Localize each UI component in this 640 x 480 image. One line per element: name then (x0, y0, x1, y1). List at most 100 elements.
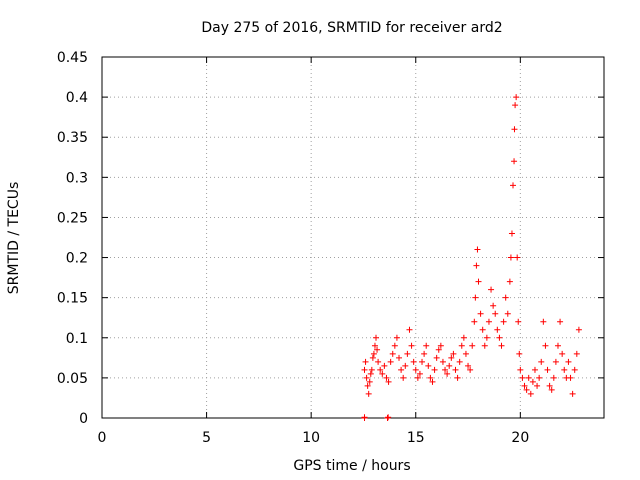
data-point-56 (465, 362, 472, 369)
data-point-22 (393, 334, 400, 341)
data-point-60 (472, 294, 479, 301)
data-point-67 (483, 334, 490, 341)
data-point-35 (421, 350, 428, 357)
data-point-9 (370, 350, 377, 357)
data-point-31 (412, 366, 419, 373)
data-point-5 (366, 378, 373, 385)
data-point-73 (496, 334, 503, 341)
data-point-116 (573, 350, 580, 357)
data-point-37 (425, 362, 432, 369)
data-point-61 (473, 262, 480, 269)
data-point-20 (389, 350, 396, 357)
data-point-42 (435, 346, 442, 353)
y-tick-label-6: 0.3 (66, 170, 88, 186)
data-point-78 (506, 278, 513, 285)
data-point-77 (504, 310, 511, 317)
data-point-81 (510, 182, 517, 189)
data-point-79 (507, 254, 514, 261)
y-tick-label-8: 0.4 (66, 90, 88, 106)
data-point-94 (527, 390, 534, 397)
data-point-41 (433, 354, 440, 361)
data-point-47 (446, 362, 453, 369)
data-point-119 (361, 415, 368, 421)
data-point-70 (490, 302, 497, 309)
data-point-45 (442, 366, 449, 373)
data-point-30 (410, 358, 417, 365)
plot-frame (101, 56, 605, 419)
data-point-112 (565, 358, 572, 365)
data-point-17 (383, 374, 390, 381)
data-point-28 (406, 326, 413, 333)
data-point-121 (385, 414, 392, 421)
data-point-55 (462, 350, 469, 357)
data-point-14 (377, 366, 384, 373)
data-point-101 (542, 342, 549, 349)
data-point-50 (452, 366, 459, 373)
data-point-52 (456, 358, 463, 365)
data-point-63 (475, 278, 482, 285)
y-tick-label-3: 0.15 (57, 291, 88, 307)
data-point-46 (444, 370, 451, 377)
data-point-59 (471, 318, 478, 325)
data-point-38 (427, 374, 434, 381)
y-tick-label-4: 0.2 (66, 251, 88, 267)
data-point-39 (429, 378, 436, 385)
data-point-23 (396, 354, 403, 361)
data-point-34 (419, 358, 426, 365)
data-point-68 (485, 318, 492, 325)
y-tick-label-1: 0.05 (57, 371, 88, 387)
data-point-95 (529, 378, 536, 385)
y-tick-label-0: 0 (79, 411, 88, 427)
data-point-8 (369, 354, 376, 361)
data-point-74 (498, 342, 505, 349)
x-tick-label-1: 5 (202, 430, 211, 446)
data-point-82 (511, 158, 518, 165)
data-point-80 (508, 230, 515, 237)
data-point-91 (521, 382, 528, 389)
data-point-3 (364, 382, 371, 389)
data-point-96 (531, 366, 538, 373)
data-point-0 (361, 366, 368, 373)
data-point-32 (414, 374, 421, 381)
series-0 (361, 94, 582, 421)
y-tick-label-5: 0.25 (57, 210, 88, 226)
y-tick-label-7: 0.35 (57, 130, 88, 146)
data-point-76 (502, 294, 509, 301)
data-point-21 (391, 342, 398, 349)
data-point-88 (516, 350, 523, 357)
data-point-29 (408, 342, 415, 349)
data-point-51 (454, 374, 461, 381)
data-point-85 (513, 94, 520, 101)
x-tick-label-4: 20 (511, 430, 529, 446)
data-point-10 (371, 342, 378, 349)
data-point-12 (374, 346, 381, 353)
data-point-4 (365, 390, 372, 397)
data-point-102 (544, 366, 551, 373)
data-point-86 (514, 254, 521, 261)
data-point-25 (400, 374, 407, 381)
axis-layer: 0 5 10 15 20 0 0.05 0.1 0.15 0.2 0.25 0.3 0.35 0.4 0.4… (57, 50, 605, 446)
data-point-115 (571, 366, 578, 373)
data-point-106 (552, 358, 559, 365)
data-point-69 (488, 286, 495, 293)
data-point-100 (540, 318, 547, 325)
chart-title: Day 275 of 2016, SRMTID for receiver ard… (201, 20, 502, 36)
data-point-2 (363, 374, 370, 381)
x-axis-label: GPS time / hours (293, 458, 410, 474)
y-axis-label: SRMTID / TECUs (6, 182, 22, 295)
data-point-26 (402, 362, 409, 369)
data-point-49 (450, 350, 457, 357)
x-tick-label-3: 15 (407, 430, 425, 446)
data-point-108 (557, 318, 564, 325)
points-layer (361, 94, 582, 421)
data-point-48 (448, 354, 455, 361)
data-point-57 (467, 366, 474, 373)
data-point-84 (512, 102, 519, 109)
data-point-90 (519, 374, 526, 381)
data-point-65 (479, 326, 486, 333)
data-point-13 (375, 358, 382, 365)
grid-layer (102, 57, 604, 418)
data-point-71 (492, 310, 499, 317)
